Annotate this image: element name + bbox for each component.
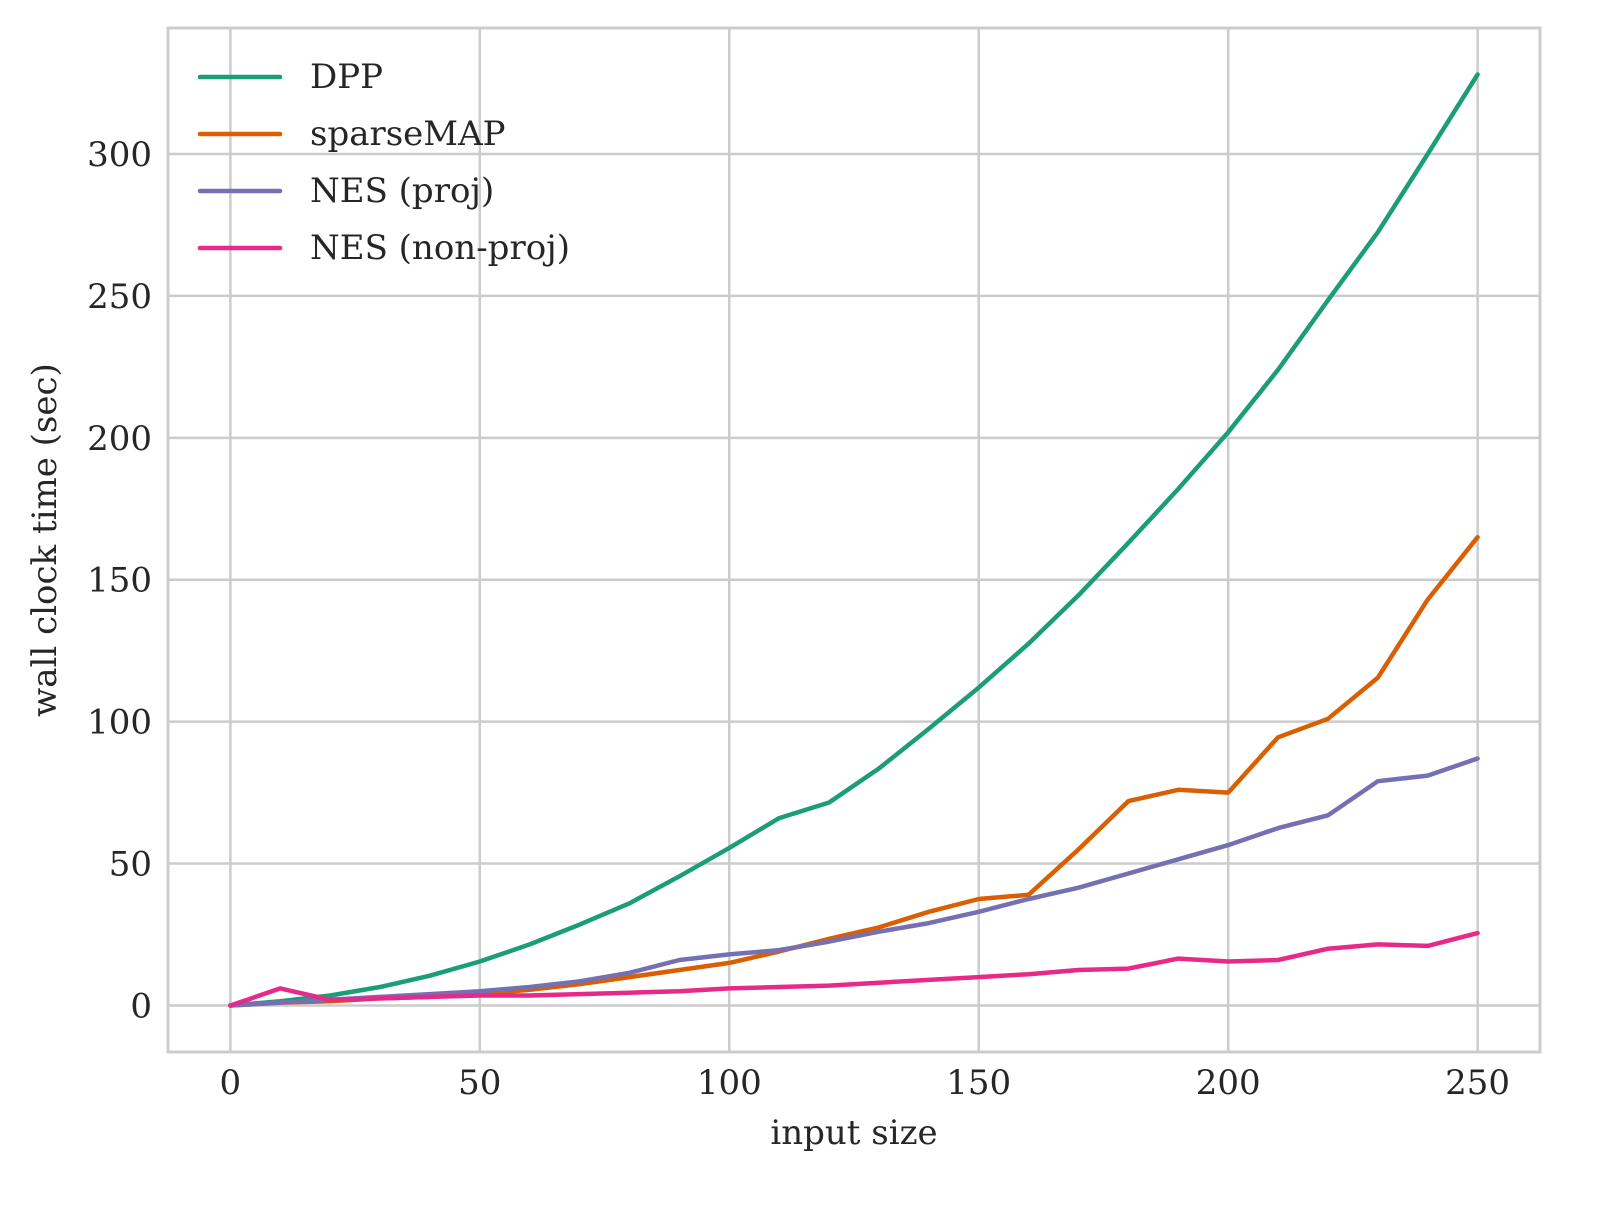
y-axis-label: wall clock time (sec) [25,363,65,717]
tick-labels: 0 50 100 150 200 250 0 50 100 150 200 250 300 [87,135,1510,1103]
x-tick-label: 100 [697,1063,762,1103]
legend-entry-label: sparseMAP [310,114,506,154]
y-tick-label: 100 [87,703,152,743]
y-tick-label: 150 [87,561,152,601]
series-line-3 [228,930,1480,1008]
x-tick-label: 200 [1196,1063,1261,1103]
legend-entry-label: NES (non-proj) [310,228,570,268]
y-tick-label: 250 [87,277,152,317]
legend-entry-label: NES (proj) [310,171,494,211]
series-lines [228,72,1480,1008]
x-axis-label: input size [770,1113,937,1153]
y-tick-label: 50 [109,845,152,885]
x-tick-label: 50 [458,1063,501,1103]
y-tick-label: 300 [87,135,152,175]
x-tick-label: 150 [946,1063,1011,1103]
axis-labels: input size wall clock time (sec) [25,363,938,1153]
legend-entry-label: DPP [310,57,383,97]
y-tick-label: 0 [130,986,152,1026]
y-tick-label: 200 [87,419,152,459]
legend: DPP sparseMAP NES (proj) NES (non-proj) [197,57,570,268]
plot-frame [166,26,1542,1054]
x-tick-label: 250 [1445,1063,1510,1103]
series-line-0 [228,72,1480,1008]
x-tick-label: 0 [220,1063,242,1103]
plot-border [166,26,1542,1054]
series-line-2 [228,756,1480,1008]
